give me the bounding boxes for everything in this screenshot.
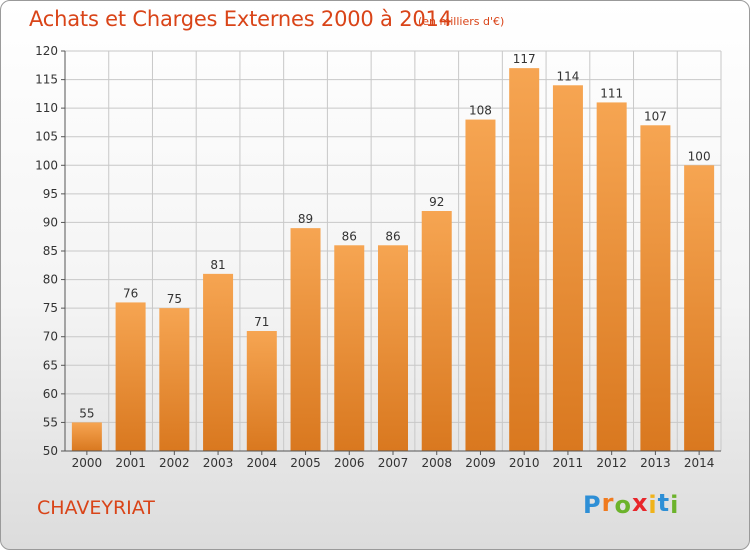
bar — [509, 68, 540, 452]
bar — [378, 245, 408, 451]
y-tick-label: 115 — [35, 73, 58, 87]
y-tick-label: 50 — [43, 444, 58, 458]
x-tick-label: 2012 — [596, 456, 627, 470]
logo-letter: i — [648, 491, 658, 519]
x-tick-label: 2007 — [378, 456, 409, 470]
y-tick-label: 65 — [43, 358, 58, 372]
y-tick-label: 120 — [35, 44, 58, 58]
bar — [684, 165, 715, 452]
data-label: 55 — [79, 406, 94, 420]
bar — [246, 331, 277, 451]
logo-letter: t — [657, 489, 671, 517]
y-tick-label: 100 — [35, 158, 58, 172]
bar — [465, 119, 496, 452]
data-label: 81 — [210, 258, 225, 272]
x-tick-label: 2009 — [465, 456, 496, 470]
x-tick-label: 2005 — [290, 456, 321, 470]
x-tick-label: 2002 — [159, 456, 190, 470]
bar — [640, 125, 671, 452]
commune-name: CHAVEYRIAT — [37, 497, 155, 519]
data-label: 111 — [600, 86, 623, 100]
data-label: 100 — [688, 149, 711, 163]
proxiti-logo: Proxiti — [583, 489, 680, 519]
data-label: 107 — [644, 109, 667, 123]
logo-letter: P — [583, 491, 602, 519]
x-tick-label: 2014 — [684, 456, 715, 470]
data-label: 86 — [385, 229, 400, 243]
bar — [334, 245, 365, 451]
data-label: 76 — [123, 286, 138, 300]
data-label: 114 — [556, 69, 579, 83]
y-tick-label: 70 — [43, 330, 58, 344]
y-tick-label: 75 — [43, 301, 58, 315]
data-label: 89 — [298, 212, 313, 226]
data-label: 108 — [469, 104, 492, 118]
y-tick-label: 90 — [43, 215, 58, 229]
data-label: 86 — [342, 229, 357, 243]
chart-subtitle: (en milliers d'€) — [418, 15, 505, 28]
bar — [421, 211, 452, 451]
y-tick-label: 85 — [43, 244, 58, 258]
bar — [596, 102, 627, 451]
x-tick-label: 2000 — [72, 456, 103, 470]
data-label: 117 — [513, 52, 536, 66]
x-tick-label: 2013 — [640, 456, 671, 470]
bar — [71, 422, 102, 451]
axis-layer: 50 55 60 65 70 75 80 85 90 95 100 105 110 115 120 2000 2… — [35, 44, 721, 470]
bar — [203, 273, 234, 451]
x-tick-label: 2006 — [334, 456, 365, 470]
chart-title: Achats et Charges Externes 2000 à 2014 — [29, 7, 452, 31]
data-label: 92 — [429, 195, 444, 209]
y-tick-label: 95 — [43, 187, 58, 201]
x-tick-label: 2008 — [421, 456, 452, 470]
x-tick-label: 2003 — [203, 456, 234, 470]
y-tick-label: 80 — [43, 273, 58, 287]
y-tick-label: 55 — [43, 415, 58, 429]
y-tick-label: 105 — [35, 130, 58, 144]
bar-layer: 55 76 75 81 71 89 86 86 92 108 117 114 111 107 100 — [71, 52, 715, 452]
logo-letter: x — [631, 489, 649, 517]
x-tick-label: 2011 — [553, 456, 584, 470]
x-tick-label: 2010 — [509, 456, 540, 470]
logo-letter: i — [670, 491, 680, 519]
logo-letter: o — [614, 491, 632, 519]
x-tick-label: 2001 — [115, 456, 146, 470]
x-tick-label: 2004 — [247, 456, 278, 470]
logo-letter: r — [601, 489, 615, 517]
data-label: 71 — [254, 315, 269, 329]
bar — [290, 228, 321, 451]
data-label: 75 — [167, 292, 182, 306]
bar — [115, 302, 146, 451]
bar — [552, 85, 583, 452]
y-tick-label: 60 — [43, 387, 58, 401]
y-tick-label: 110 — [35, 101, 58, 115]
bar — [159, 308, 190, 451]
